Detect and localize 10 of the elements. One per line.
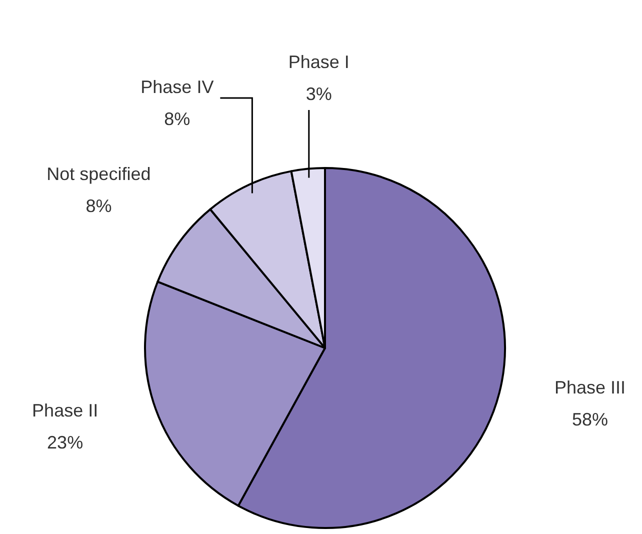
data-label: 58% xyxy=(572,409,608,430)
data-label: 8% xyxy=(164,109,190,129)
slice-label: Not specified xyxy=(46,164,151,184)
data-label: 23% xyxy=(47,432,84,452)
slice-label: Phase II xyxy=(32,400,98,420)
slice-label: Phase III xyxy=(554,377,626,398)
slice-label: Phase IV xyxy=(140,77,214,97)
data-label: 3% xyxy=(306,84,332,104)
slice-label: Phase I xyxy=(288,52,350,72)
data-label: 8% xyxy=(86,196,112,216)
